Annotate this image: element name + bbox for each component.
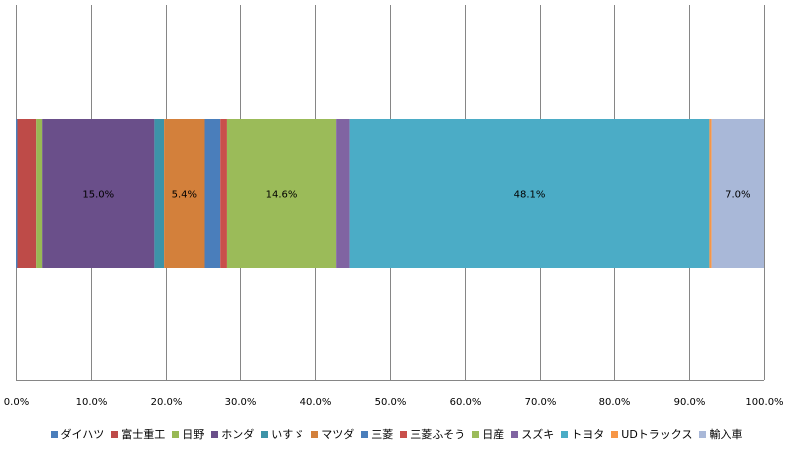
legend-swatch [561, 430, 569, 438]
legend-swatch [699, 430, 707, 438]
bar-segments [16, 119, 764, 268]
bar-segment [711, 119, 764, 268]
data-labels: 15.0% 5.4% 14.6% 48.1% 7.0% [82, 190, 750, 201]
legend-item: ダイハツ [50, 426, 105, 442]
legend-item: ホンダ [211, 426, 254, 442]
x-tick-label: 100.0% [745, 397, 783, 408]
legend-item: スズキ [511, 426, 554, 442]
stacked-bar-chart: 15.0% 5.4% 14.6% 48.1% 7.0% 0.0% 10.0% 20.0% 30… [4, 5, 784, 408]
legend-swatch [172, 430, 180, 438]
legend-item: 日産 [472, 426, 504, 442]
bar-segment [154, 119, 165, 268]
legend-label: いすゞ [271, 428, 305, 441]
bar-segment [204, 119, 221, 268]
legend-swatch [361, 430, 369, 438]
legend-label: 三菱 [371, 428, 394, 441]
legend-item: マツダ [311, 426, 354, 442]
legend-label: 輸入車 [709, 428, 743, 441]
x-tick-label: 10.0% [76, 397, 108, 408]
x-axis: 0.0% 10.0% 20.0% 30.0% 40.0% 50.0% 60.0% 70.0% 8… [4, 380, 784, 408]
legend-swatch [111, 430, 119, 438]
x-tick-label: 20.0% [151, 397, 183, 408]
data-label: 5.4% [172, 190, 197, 201]
legend-label: トヨタ [571, 428, 605, 441]
legend-item: 三菱ふそう [400, 426, 465, 442]
legend: ダイハツ 富士重工 日野 ホンダ いすゞ マツダ 三菱 三菱ふそう 日産 スズキ トヨタ UDトラック… [0, 426, 793, 442]
bar-segment [16, 119, 18, 268]
legend-label: 富士重工 [121, 428, 166, 441]
legend-item: 富士重工 [111, 426, 165, 442]
bar-segment [709, 119, 712, 268]
legend-label: 三菱ふそう [410, 428, 466, 441]
x-tick-label: 30.0% [225, 397, 257, 408]
legend-swatch [311, 430, 319, 438]
x-tick-label: 90.0% [674, 397, 706, 408]
legend-label: ダイハツ [60, 428, 105, 441]
legend-swatch [50, 430, 58, 438]
x-tick-label: 60.0% [450, 397, 482, 408]
legend-item: 日野 [172, 426, 204, 442]
bar-segment [17, 119, 37, 268]
legend-label: 日産 [482, 428, 505, 441]
x-tick-label: 40.0% [300, 397, 332, 408]
legend-label: UDトラックス [621, 428, 693, 441]
bar-segment [336, 119, 350, 268]
bar-segment [42, 119, 155, 268]
bar-segment [220, 119, 227, 268]
bar-segment [36, 119, 43, 268]
data-label: 14.6% [266, 190, 298, 201]
bar-segment [226, 119, 337, 268]
legend-swatch [472, 430, 480, 438]
legend-label: マツダ [321, 428, 355, 441]
legend-swatch [611, 430, 619, 438]
x-tick-label: 50.0% [375, 397, 407, 408]
x-tick-label: 80.0% [599, 397, 631, 408]
legend-item: いすゞ [261, 426, 304, 442]
bar-segment [164, 119, 205, 268]
legend-swatch [511, 430, 519, 438]
legend-item: トヨタ [561, 426, 604, 442]
legend-swatch [261, 430, 269, 438]
legend-item: 三菱 [361, 426, 393, 442]
data-label: 15.0% [82, 190, 114, 201]
legend-label: 日野 [182, 428, 205, 441]
legend-item: UDトラックス [611, 426, 692, 442]
legend-swatch [400, 430, 408, 438]
x-tick-label: 70.0% [525, 397, 557, 408]
legend-label: スズキ [521, 428, 555, 441]
bar-segment [349, 119, 710, 268]
legend-label: ホンダ [221, 428, 255, 441]
data-label: 48.1% [514, 190, 546, 201]
x-tick-label: 0.0% [4, 397, 29, 408]
data-label: 7.0% [725, 190, 750, 201]
legend-swatch [211, 430, 219, 438]
legend-item: 輸入車 [699, 426, 742, 442]
